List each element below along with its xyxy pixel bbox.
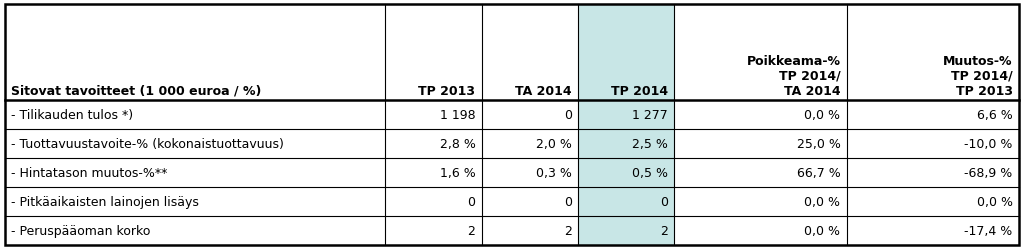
- Text: 66,7 %: 66,7 %: [797, 166, 841, 179]
- Text: - Peruspääoman korko: - Peruspääoman korko: [11, 224, 151, 237]
- Text: -17,4 %: -17,4 %: [965, 224, 1013, 237]
- Text: 25,0 %: 25,0 %: [797, 138, 841, 151]
- Text: 0,0 %: 0,0 %: [805, 109, 841, 122]
- Text: - Hintatason muutos-%**: - Hintatason muutos-%**: [11, 166, 168, 179]
- Text: - Pitkäaikaisten lainojen lisäys: - Pitkäaikaisten lainojen lisäys: [11, 195, 199, 208]
- Text: 2,8 %: 2,8 %: [439, 138, 475, 151]
- Text: -10,0 %: -10,0 %: [965, 138, 1013, 151]
- Text: 2: 2: [564, 224, 571, 237]
- Text: 2: 2: [468, 224, 475, 237]
- Text: 0,0 %: 0,0 %: [977, 195, 1013, 208]
- Text: 2,5 %: 2,5 %: [632, 138, 668, 151]
- Text: TP 2014: TP 2014: [611, 84, 668, 97]
- Text: 2: 2: [660, 224, 668, 237]
- Text: 0,3 %: 0,3 %: [536, 166, 571, 179]
- Text: 0: 0: [467, 195, 475, 208]
- Text: 0,0 %: 0,0 %: [805, 195, 841, 208]
- Text: 1 198: 1 198: [440, 109, 475, 122]
- Text: 0: 0: [564, 195, 571, 208]
- Text: 2,0 %: 2,0 %: [536, 138, 571, 151]
- Text: -68,9 %: -68,9 %: [965, 166, 1013, 179]
- Text: Muutos-%
TP 2014/
TP 2013: Muutos-% TP 2014/ TP 2013: [943, 54, 1013, 97]
- Text: 0,5 %: 0,5 %: [632, 166, 668, 179]
- Text: 0: 0: [564, 109, 571, 122]
- Text: Poikkeama-%
TP 2014/
TA 2014: Poikkeama-% TP 2014/ TA 2014: [746, 54, 841, 97]
- Text: - Tuottavuustavoite-% (kokonaistuottavuus): - Tuottavuustavoite-% (kokonaistuottavuu…: [11, 138, 284, 151]
- Text: TA 2014: TA 2014: [515, 84, 571, 97]
- Text: 1 277: 1 277: [632, 109, 668, 122]
- Text: - Tilikauden tulos *): - Tilikauden tulos *): [11, 109, 133, 122]
- Text: 0,0 %: 0,0 %: [805, 224, 841, 237]
- Text: 1,6 %: 1,6 %: [439, 166, 475, 179]
- Bar: [578, 5, 674, 245]
- Text: TP 2013: TP 2013: [419, 84, 475, 97]
- Text: 6,6 %: 6,6 %: [977, 109, 1013, 122]
- Text: 0: 0: [660, 195, 668, 208]
- Text: Sitovat tavoitteet (1 000 euroa / %): Sitovat tavoitteet (1 000 euroa / %): [11, 84, 262, 97]
